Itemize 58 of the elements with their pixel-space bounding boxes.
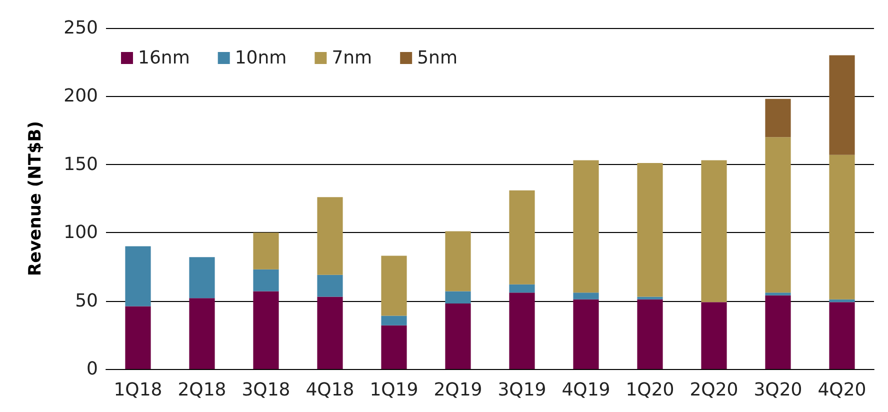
x-tick-label: 1Q20 — [626, 380, 674, 400]
x-tick-label: 3Q20 — [754, 380, 802, 400]
bar — [765, 98, 791, 138]
y-tick-label: 250 — [64, 18, 98, 38]
bar — [317, 296, 343, 369]
bar — [317, 274, 343, 297]
bar — [445, 304, 471, 369]
bar — [701, 160, 727, 302]
bar — [381, 256, 407, 316]
bar — [573, 160, 599, 293]
x-tick-label: 4Q18 — [306, 380, 354, 400]
bar — [509, 292, 535, 369]
y-axis-title: Revenue (NT$B) — [26, 120, 46, 276]
legend-label: 10nm — [234, 48, 287, 68]
bar — [381, 316, 407, 326]
bar — [253, 269, 279, 292]
x-tick-label: 4Q20 — [818, 380, 866, 400]
bar — [317, 197, 343, 275]
x-tick-label: 4Q19 — [562, 380, 610, 400]
legend-label: 5nm — [417, 48, 458, 68]
bar — [829, 55, 855, 155]
y-tick-label: 0 — [86, 358, 98, 380]
bar — [765, 295, 791, 369]
bar — [829, 154, 855, 300]
x-tick-label: 2Q18 — [178, 380, 226, 400]
x-tick-label: 1Q18 — [114, 380, 162, 400]
bar — [573, 292, 599, 300]
bar — [125, 306, 151, 369]
bar — [189, 257, 215, 298]
bar — [765, 292, 791, 296]
bar — [637, 163, 663, 297]
legend-label: 7nm — [332, 48, 372, 68]
bar — [445, 231, 471, 292]
bar — [829, 299, 855, 302]
y-tick-label: 50 — [75, 290, 98, 312]
bar — [509, 190, 535, 284]
x-tick-label: 3Q18 — [242, 380, 290, 400]
bar — [189, 298, 215, 369]
y-tick-label: 100 — [64, 222, 98, 244]
bar — [253, 232, 279, 270]
bar — [765, 137, 791, 293]
x-tick-label: 2Q20 — [690, 380, 738, 400]
x-tick-label: 2Q19 — [434, 380, 482, 400]
bar — [445, 291, 471, 304]
y-tick-label: 200 — [64, 86, 98, 107]
bar — [381, 325, 407, 369]
y-tick-label: 150 — [64, 154, 98, 175]
bar — [829, 302, 855, 369]
bar — [125, 246, 151, 306]
bar — [637, 296, 663, 300]
legend-label: 16nm — [138, 48, 190, 68]
x-tick-label: 3Q19 — [498, 380, 546, 400]
bar — [509, 284, 535, 293]
bar — [253, 291, 279, 369]
bar — [573, 299, 599, 369]
bar — [701, 302, 727, 369]
x-tick-label: 1Q19 — [370, 380, 418, 400]
bar — [637, 299, 663, 369]
